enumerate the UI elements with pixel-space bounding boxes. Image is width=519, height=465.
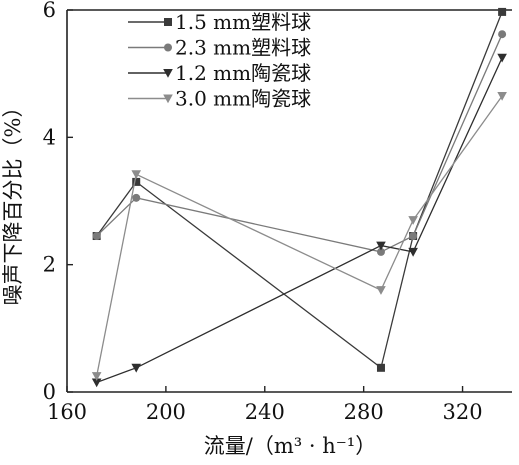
data-point bbox=[164, 43, 172, 52]
data-point bbox=[376, 247, 385, 256]
y-tick-label: 0 bbox=[43, 380, 56, 404]
series-3 bbox=[91, 53, 507, 388]
legend-item: 1.5 mm塑料球 bbox=[128, 10, 311, 34]
data-point bbox=[408, 247, 418, 257]
data-point bbox=[131, 363, 142, 373]
data-point bbox=[92, 232, 101, 241]
axes bbox=[66, 9, 512, 393]
data-point bbox=[498, 30, 507, 39]
legend-label: 2.3 mm塑料球 bbox=[175, 36, 311, 60]
data-point bbox=[91, 378, 102, 388]
legend-item: 3.0 mm陶瓷球 bbox=[128, 87, 311, 111]
data-point bbox=[132, 177, 141, 186]
data-point bbox=[163, 69, 173, 78]
series-layer bbox=[91, 7, 507, 388]
data-point bbox=[376, 363, 385, 372]
data-point bbox=[497, 91, 507, 101]
y-tick-label: 2 bbox=[43, 253, 56, 277]
data-point bbox=[131, 170, 142, 180]
data-point bbox=[498, 7, 507, 16]
x-tick-label: 200 bbox=[146, 400, 186, 424]
y-tick-label: 4 bbox=[43, 125, 56, 149]
legend-item: 1.2 mm陶瓷球 bbox=[128, 61, 311, 85]
series-4 bbox=[91, 91, 507, 381]
data-point bbox=[376, 286, 386, 295]
x-tick-label: 160 bbox=[47, 400, 87, 424]
data-point bbox=[132, 193, 141, 202]
x-tick-label: 240 bbox=[245, 400, 285, 424]
series-2 bbox=[92, 30, 507, 256]
series-line bbox=[96, 95, 503, 377]
y-axis-label: 噪声下降百分比（%） bbox=[1, 97, 25, 306]
data-point bbox=[409, 232, 418, 241]
data-point bbox=[91, 372, 102, 381]
y-tick-label: 6 bbox=[43, 0, 56, 22]
data-point bbox=[497, 53, 507, 63]
legend-label: 1.2 mm陶瓷球 bbox=[175, 61, 311, 85]
data-point bbox=[376, 241, 386, 251]
data-point bbox=[408, 216, 418, 225]
x-tick-label: 280 bbox=[344, 400, 384, 424]
legend-label: 3.0 mm陶瓷球 bbox=[175, 87, 311, 111]
legend-label: 1.5 mm塑料球 bbox=[175, 10, 311, 34]
x-axis-label: 流量/（m³ · h⁻¹） bbox=[204, 434, 376, 458]
data-point bbox=[163, 94, 173, 104]
data-point bbox=[164, 18, 172, 26]
ticks: 160 200 240 280 320 0 2 4 6 bbox=[43, 0, 483, 424]
x-tick-label: 320 bbox=[443, 400, 483, 424]
legend-item: 2.3 mm塑料球 bbox=[128, 36, 311, 60]
